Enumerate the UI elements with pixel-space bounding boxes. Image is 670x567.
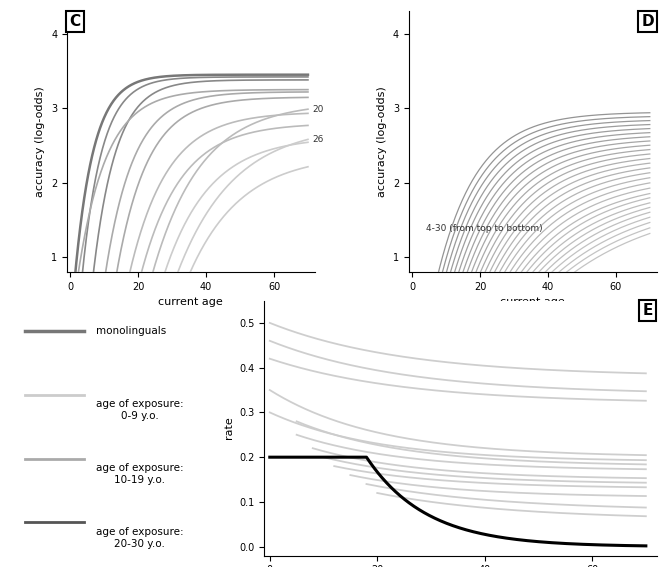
X-axis label: current age: current age (159, 298, 223, 307)
Text: 29: 29 (0, 566, 1, 567)
Text: 17: 17 (0, 566, 1, 567)
Text: 23: 23 (0, 566, 1, 567)
Text: 0: 0 (0, 566, 1, 567)
Text: 14: 14 (0, 566, 1, 567)
Text: age of exposure:
20-30 y.o.: age of exposure: 20-30 y.o. (96, 527, 184, 549)
Text: 11: 11 (0, 566, 1, 567)
Text: 4-30 (from top to bottom): 4-30 (from top to bottom) (426, 224, 543, 233)
X-axis label: current age: current age (500, 298, 565, 307)
Text: age of exposure:
10-19 y.o.: age of exposure: 10-19 y.o. (96, 463, 184, 485)
Text: 26: 26 (312, 135, 324, 144)
Text: age of exposure:
0-9 y.o.: age of exposure: 0-9 y.o. (96, 399, 184, 421)
Text: 8: 8 (0, 566, 1, 567)
Text: E: E (643, 303, 653, 318)
Text: 5: 5 (0, 566, 1, 567)
Text: D: D (641, 14, 654, 29)
Text: monolinguals: monolinguals (96, 326, 166, 336)
Text: 2: 2 (0, 566, 1, 567)
Text: m: m (0, 566, 1, 567)
Text: 20: 20 (312, 105, 324, 114)
Y-axis label: accuracy (log-odds): accuracy (log-odds) (36, 86, 46, 197)
Y-axis label: accuracy (log-odds): accuracy (log-odds) (377, 86, 387, 197)
Y-axis label: rate: rate (224, 417, 234, 439)
Text: C: C (70, 14, 80, 29)
